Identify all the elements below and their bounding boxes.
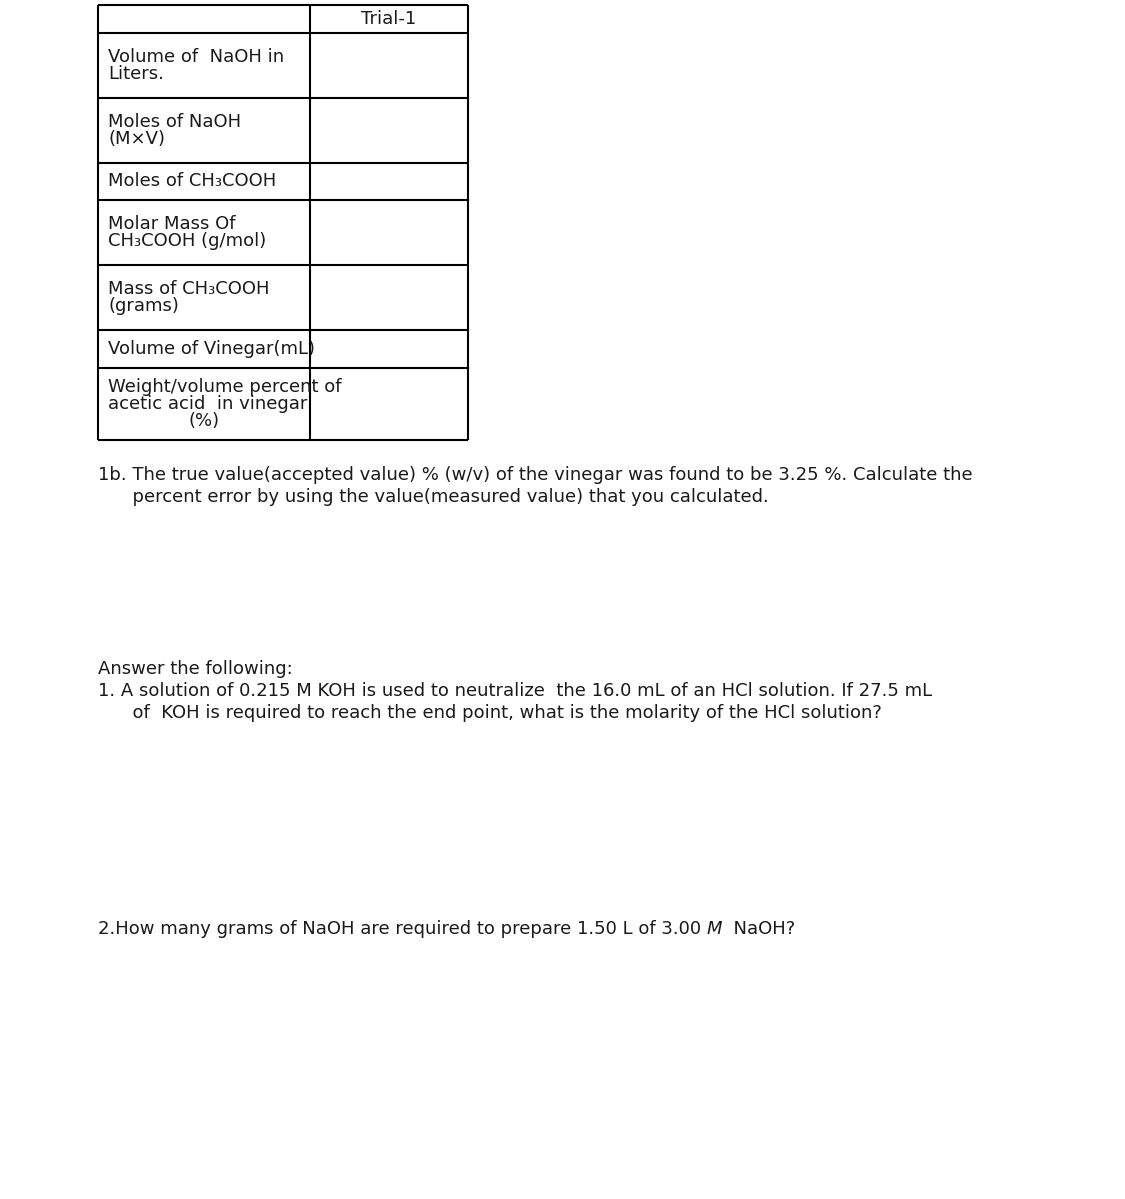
Text: acetic acid  in vinegar: acetic acid in vinegar xyxy=(108,394,307,412)
Text: Mass of CH₃COOH: Mass of CH₃COOH xyxy=(108,281,270,299)
Text: Molar Mass Of: Molar Mass Of xyxy=(108,215,235,233)
Text: 1b. The true value(accepted value) % (w/v) of the vinegar was found to be 3.25 %: 1b. The true value(accepted value) % (w/… xyxy=(98,466,973,484)
Text: Moles of CH₃COOH: Moles of CH₃COOH xyxy=(108,173,277,191)
Text: percent error by using the value(measured value) that you calculated.: percent error by using the value(measure… xyxy=(98,488,768,506)
Text: NaOH?: NaOH? xyxy=(722,920,795,938)
Text: Moles of NaOH: Moles of NaOH xyxy=(108,113,241,131)
Text: Volume of Vinegar(mL): Volume of Vinegar(mL) xyxy=(108,341,315,359)
Text: Liters.: Liters. xyxy=(108,65,164,83)
Text: (grams): (grams) xyxy=(108,297,179,315)
Text: Answer the following:: Answer the following: xyxy=(98,659,292,677)
Text: 2.How many grams of NaOH are required to prepare 1.50 L of 3.00: 2.How many grams of NaOH are required to… xyxy=(98,920,706,938)
Text: 2.How many grams of NaOH are required to prepare 1.50 L of 3.00: 2.How many grams of NaOH are required to… xyxy=(98,920,706,938)
Text: 2.How many grams of NaOH are required to prepare 1.50 L of 3.00: 2.How many grams of NaOH are required to… xyxy=(98,920,706,938)
Text: Weight/volume percent of: Weight/volume percent of xyxy=(108,378,342,396)
Text: (%): (%) xyxy=(189,412,219,430)
Text: M: M xyxy=(706,920,722,938)
Text: Volume of  NaOH in: Volume of NaOH in xyxy=(108,48,285,66)
Text: CH₃COOH (g/mol): CH₃COOH (g/mol) xyxy=(108,231,267,251)
Text: of  KOH is required to reach the end point, what is the molarity of the HCl solu: of KOH is required to reach the end poin… xyxy=(98,704,882,722)
Bar xyxy=(0,915,1125,947)
Text: Trial-1: Trial-1 xyxy=(361,10,416,28)
Text: 1. A solution of 0.215 M KOH is used to neutralize  the 16.0 mL of an HCl soluti: 1. A solution of 0.215 M KOH is used to … xyxy=(98,682,933,700)
Text: (M×V): (M×V) xyxy=(108,129,165,147)
